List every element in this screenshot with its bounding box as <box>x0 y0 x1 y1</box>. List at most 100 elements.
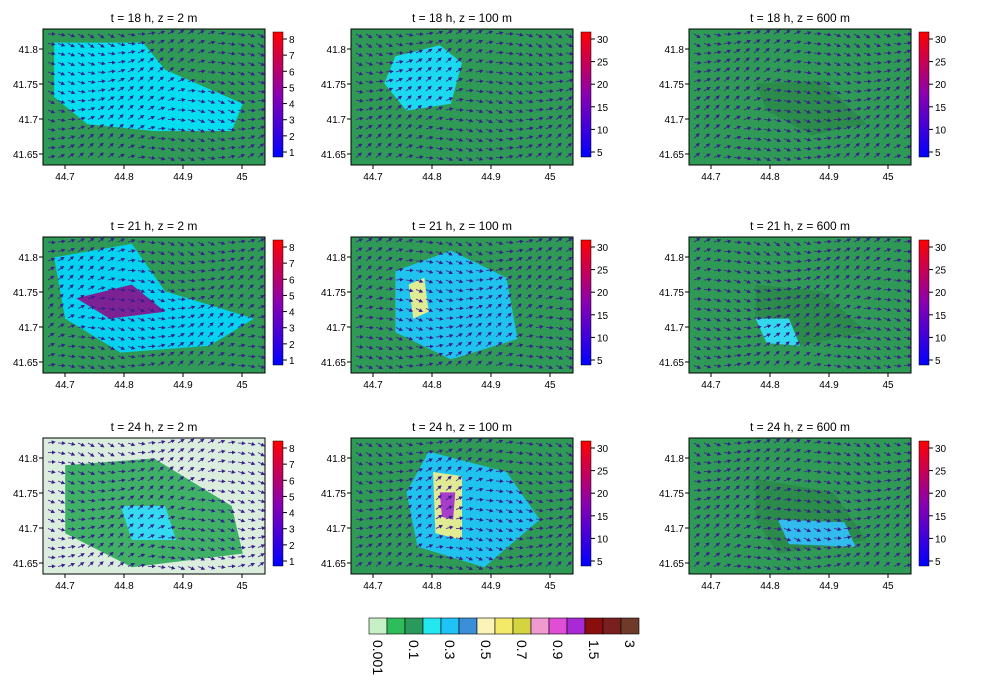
y-tick-label: 41.7 <box>665 524 685 535</box>
x-tick-label: 44.7 <box>363 581 383 592</box>
panel-8: t = 24 h, z = 100 m 44.7 44.8 44.9 45 41.8 41.… <box>321 420 609 592</box>
x-tick-label: 44.8 <box>422 380 442 391</box>
colorbar-label: 5 <box>935 557 941 568</box>
colorbar-label: 25 <box>935 58 947 69</box>
y-tick-label: 41.65 <box>659 358 684 369</box>
x-tick-label: 44.9 <box>173 172 193 183</box>
x-tick-label: 45 <box>882 581 894 592</box>
wind-vectors <box>355 237 574 369</box>
colorbar-label: 6 <box>289 67 295 78</box>
y-tick-label: 41.7 <box>327 323 347 334</box>
y-tick-label: 41.8 <box>327 45 347 56</box>
x-tick-label: 44.8 <box>114 581 134 592</box>
panel-frame <box>688 236 912 374</box>
colorbar-label: 25 <box>597 266 609 277</box>
y-tick-label: 41.65 <box>659 559 684 570</box>
colorbar-label: 20 <box>935 288 947 299</box>
x-tick-label: 44.9 <box>819 581 839 592</box>
wind-vectors <box>693 438 912 570</box>
panel-4: t = 21 h, z = 2 m44.7 44.8 44.9 4541.841.75… <box>13 219 295 391</box>
panel-title: t = 24 h, z = 600 m <box>750 420 850 434</box>
colorbar-label: 10 <box>597 125 609 136</box>
x-tick-label: 45 <box>544 581 556 592</box>
panel-title: t = 21 h, z = 2 m <box>111 219 198 233</box>
colorbar <box>580 31 592 158</box>
colorbar-label: 8 <box>289 35 295 46</box>
colorbar-label: 15 <box>935 311 947 322</box>
wind-vectors <box>47 438 266 570</box>
panel-title: t = 18 h, z = 100 m <box>412 11 512 25</box>
colorbar-label: 5 <box>597 557 603 568</box>
y-tick-label: 41.75 <box>13 80 38 91</box>
panel-frame <box>350 437 574 575</box>
colorbar-label: 2 <box>289 132 295 143</box>
wind-vectors <box>693 237 912 369</box>
legend-swatch <box>620 617 640 635</box>
panel-title: t = 24 h, z = 100 m <box>412 420 512 434</box>
panel-title: t = 18 h, z = 2 m <box>111 11 198 25</box>
legend-swatch <box>602 617 622 635</box>
y-tick-label: 41.75 <box>13 288 38 299</box>
y-tick-label: 41.75 <box>659 80 684 91</box>
wind-vectors <box>355 438 574 570</box>
panel-7: t = 24 h, z = 2 m44.7 44.8 44.9 4541.841.75… <box>13 420 295 592</box>
x-tick-label: 44.9 <box>481 380 501 391</box>
panel-frame <box>42 236 266 374</box>
color-legend: 0.001 0.1 0.3 0.5 0.7 0.9 1.5 3 <box>368 617 640 675</box>
legend-swatch <box>530 617 550 635</box>
x-tick-label: 45 <box>544 380 556 391</box>
x-tick-label: 45 <box>236 380 248 391</box>
y-tick-label: 41.75 <box>321 288 346 299</box>
y-tick-label: 41.7 <box>19 115 39 126</box>
y-tick-label: 41.8 <box>665 45 685 56</box>
panel-title: t = 18 h, z = 600 m <box>750 11 850 25</box>
colorbar-label: 2 <box>289 541 295 552</box>
colorbar <box>918 31 930 158</box>
y-tick-label: 41.75 <box>321 489 346 500</box>
concentration-region <box>120 506 177 540</box>
y-tick-label: 41.65 <box>13 150 38 161</box>
wind-vectors <box>355 29 574 161</box>
legend-swatch <box>476 617 496 635</box>
y-tick-label: 41.8 <box>327 253 347 264</box>
x-tick-label: 45 <box>544 172 556 183</box>
legend-swatch <box>404 617 424 635</box>
colorbar-label: 5 <box>597 148 603 159</box>
colorbar-label: 4 <box>289 509 295 520</box>
legend-swatch <box>386 617 406 635</box>
colorbar-label: 1 <box>289 148 295 159</box>
panel-title: t = 21 h, z = 100 m <box>412 219 512 233</box>
colorbar-label: 5 <box>597 356 603 367</box>
colorbar-label: 15 <box>597 311 609 322</box>
panel-title: t = 24 h, z = 2 m <box>111 420 198 434</box>
x-tick-label: 44.8 <box>422 172 442 183</box>
colorbar <box>580 239 592 366</box>
colorbar-label: 5 <box>289 492 295 503</box>
x-tick-label: 44.9 <box>819 380 839 391</box>
colorbar-label: 20 <box>597 489 609 500</box>
concentration-region <box>395 250 518 360</box>
colorbar-label: 30 <box>935 35 947 46</box>
x-tick-label: 45 <box>236 581 248 592</box>
colorbar-label: 20 <box>935 80 947 91</box>
legend-label: 3 <box>622 640 638 648</box>
legend-swatch <box>494 617 514 635</box>
panel-frame <box>688 437 912 575</box>
y-tick-label: 41.8 <box>19 253 39 264</box>
x-tick-label: 44.7 <box>701 172 721 183</box>
x-tick-label: 45 <box>882 380 894 391</box>
panel-frame <box>350 28 574 166</box>
legend-label: 0.9 <box>550 640 566 660</box>
legend-swatch <box>566 617 586 635</box>
y-tick-label: 41.7 <box>327 524 347 535</box>
legend-label: 0.001 <box>370 640 386 675</box>
wind-vectors <box>47 29 266 161</box>
y-tick-label: 41.8 <box>327 454 347 465</box>
legend-label: 0.1 <box>406 640 422 660</box>
colorbar-label: 30 <box>935 243 947 254</box>
legend-label: 0.7 <box>514 640 530 660</box>
x-tick-label: 44.8 <box>760 380 780 391</box>
x-tick-label: 44.8 <box>422 581 442 592</box>
colorbar-label: 10 <box>935 534 947 545</box>
y-tick-label: 41.8 <box>665 253 685 264</box>
